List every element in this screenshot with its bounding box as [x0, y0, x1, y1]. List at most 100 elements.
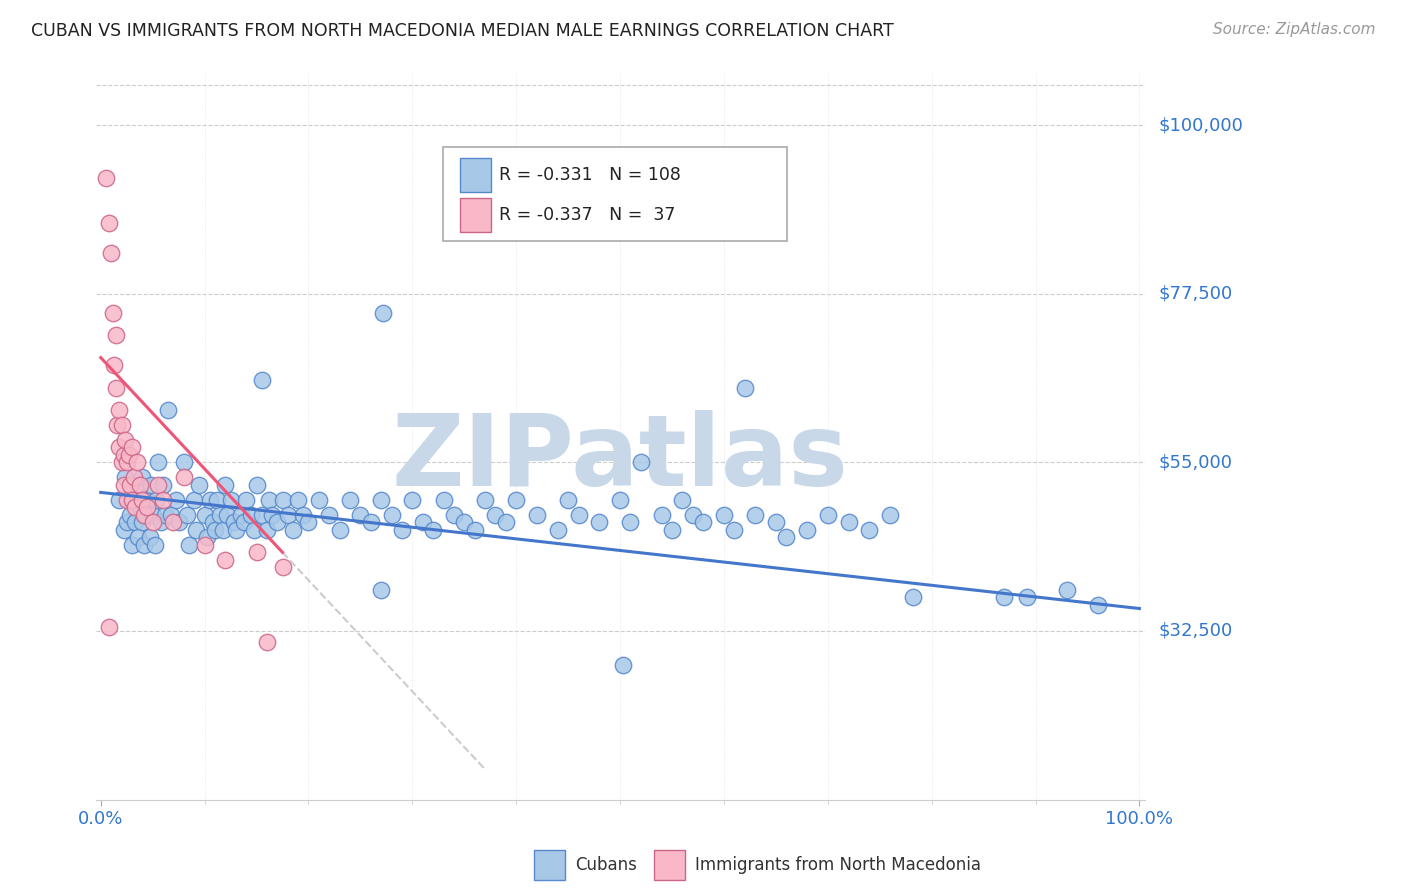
Point [124, 516, 146, 530]
Point [115, 516, 138, 530]
Point [225, 523, 247, 537]
Point [114, 470, 136, 484]
Point [744, 508, 766, 522]
Point [775, 530, 797, 544]
Point [692, 516, 714, 530]
Point [526, 508, 548, 522]
Point [186, 523, 208, 537]
Point [256, 635, 278, 649]
Point [195, 530, 218, 544]
Point [245, 478, 267, 492]
Point [796, 523, 818, 537]
Point [233, 516, 256, 530]
Point [277, 508, 299, 522]
Point [214, 553, 236, 567]
Point [281, 523, 304, 537]
Point [505, 492, 527, 507]
Point [194, 538, 217, 552]
Point [134, 538, 156, 552]
Point [105, 380, 128, 394]
Point [157, 403, 180, 417]
Point [176, 508, 198, 522]
Point [188, 478, 211, 492]
Point [245, 545, 267, 559]
Text: R = -0.337   N =  37: R = -0.337 N = 37 [499, 206, 675, 224]
Point [150, 516, 173, 530]
Point [391, 523, 413, 537]
Text: $100,000: $100,000 [1159, 117, 1243, 135]
Point [103, 306, 125, 320]
Point [138, 530, 160, 544]
Point [152, 492, 174, 507]
Point [127, 530, 149, 544]
Point [370, 582, 392, 597]
Point [131, 492, 153, 507]
Point [287, 492, 309, 507]
Point [112, 478, 135, 492]
Point [734, 380, 756, 394]
Point [609, 492, 631, 507]
Text: Immigrants from North Macedonia: Immigrants from North Macedonia [695, 856, 980, 874]
Point [373, 306, 395, 320]
Point [381, 508, 404, 522]
Point [108, 492, 131, 507]
Point [682, 508, 704, 522]
Point [212, 523, 235, 537]
Point [118, 478, 141, 492]
Point [453, 516, 475, 530]
Point [661, 523, 683, 537]
Point [165, 492, 187, 507]
Text: R = -0.331   N = 108: R = -0.331 N = 108 [499, 166, 681, 185]
Point [271, 492, 294, 507]
Point [235, 492, 257, 507]
Point [100, 245, 122, 260]
Point [152, 478, 174, 492]
Point [121, 441, 143, 455]
Point [858, 523, 880, 537]
Point [464, 523, 486, 537]
Point [360, 516, 382, 530]
Point [162, 516, 184, 530]
Point [443, 508, 465, 522]
Point [229, 508, 252, 522]
Point [146, 478, 169, 492]
Point [339, 492, 361, 507]
Point [495, 516, 517, 530]
Point [145, 492, 167, 507]
Point [243, 523, 266, 537]
Point [136, 500, 159, 515]
Point [993, 591, 1015, 605]
Text: $32,500: $32,500 [1159, 622, 1233, 640]
Point [651, 508, 673, 522]
Point [257, 492, 280, 507]
Point [901, 591, 924, 605]
Point [177, 538, 200, 552]
Point [110, 455, 132, 469]
Point [266, 516, 288, 530]
Point [422, 523, 444, 537]
Point [250, 373, 273, 387]
Point [198, 492, 221, 507]
Point [143, 538, 166, 552]
Point [484, 508, 506, 522]
Point [103, 358, 125, 372]
Point [240, 508, 263, 522]
Point [250, 508, 273, 522]
Point [765, 516, 787, 530]
Point [194, 508, 217, 522]
Point [124, 500, 146, 515]
Point [127, 478, 149, 492]
Text: Cubans: Cubans [575, 856, 637, 874]
Point [131, 516, 153, 530]
Point [619, 516, 641, 530]
Point [222, 516, 245, 530]
Point [370, 492, 392, 507]
Point [557, 492, 579, 507]
Point [214, 478, 236, 492]
Point [205, 492, 228, 507]
Point [262, 508, 284, 522]
Point [567, 508, 589, 522]
Point [349, 508, 371, 522]
Point [108, 403, 131, 417]
Text: ZIPatlas: ZIPatlas [392, 409, 849, 507]
